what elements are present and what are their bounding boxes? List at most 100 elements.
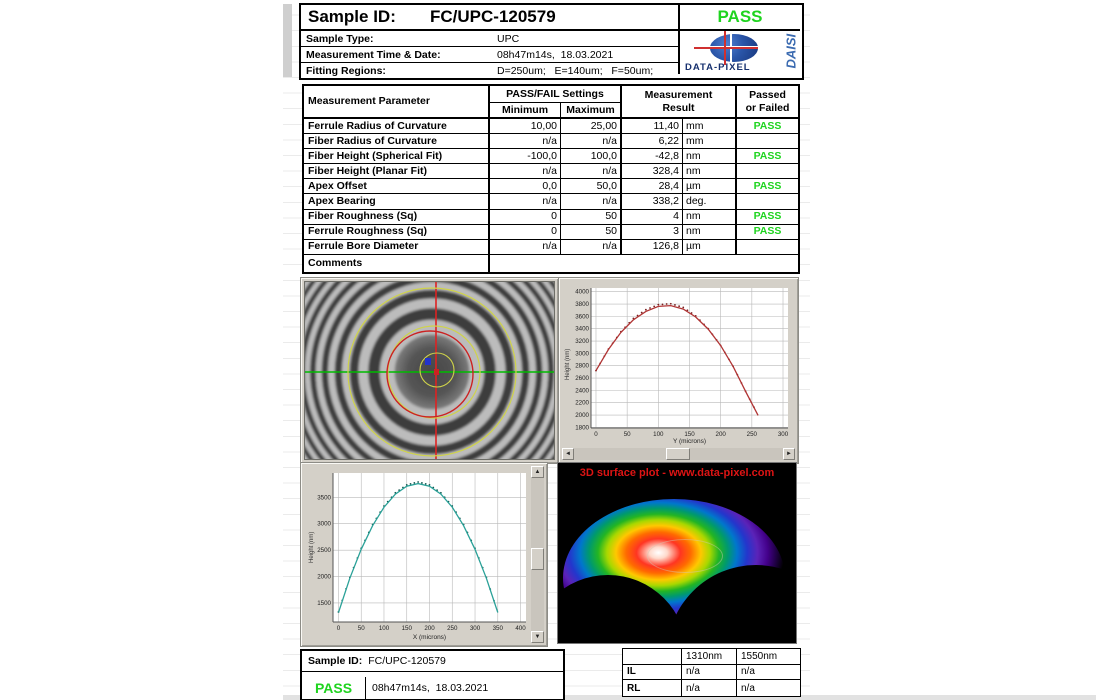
- result-value-cell: 28,4: [622, 179, 683, 195]
- logo-brand-text: DATA-PIXEL: [685, 62, 751, 73]
- scroll-up-icon: ▲: [534, 469, 541, 475]
- sample-type-value: UPC: [497, 32, 520, 45]
- footer-sample-id-value: FC/UPC-120579: [368, 655, 446, 667]
- row-status-cell: [737, 134, 798, 150]
- result-value-cell: 328,4: [622, 164, 683, 180]
- row-status-cell: PASS: [737, 210, 798, 225]
- row-status-cell: PASS: [737, 119, 798, 135]
- loss-header-blank: [623, 649, 682, 665]
- sample-id-value: FC/UPC-120579: [430, 7, 556, 26]
- result-value-cell: 338,2: [622, 194, 683, 210]
- footer-summary-box: Sample ID: FC/UPC-120579 PASS 08h47m14s,…: [300, 649, 565, 700]
- result-value-cell: 3: [622, 224, 683, 240]
- scroll-down-icon: ▼: [534, 634, 541, 640]
- col-header-parameter: Measurement Parameter: [304, 86, 490, 119]
- comments-value: [490, 255, 798, 272]
- y-profile-chart-panel: Height (nm) 0 50 100 150 200 250 300 1800 2000 22…: [558, 277, 799, 464]
- fitting-regions-row: Fitting Regions: D=250um; E=140um; F=50u…: [301, 63, 678, 78]
- interferogram-panel: [300, 277, 559, 464]
- scroll-down-button[interactable]: ▼: [531, 631, 544, 643]
- svg-text:150: 150: [402, 625, 413, 632]
- svg-text:2500: 2500: [317, 547, 331, 554]
- footer-status-badge: PASS: [302, 677, 366, 699]
- svg-text:50: 50: [358, 625, 365, 632]
- param-cell: Ferrule Radius of Curvature: [304, 119, 490, 135]
- col-header-settings-group: PASS/FAIL Settings: [490, 86, 622, 103]
- svg-text:3000: 3000: [575, 350, 589, 357]
- measurement-time-value: 08h47m14s, 18.03.2021: [497, 48, 614, 61]
- scrollbar-thumb[interactable]: [665, 448, 690, 460]
- svg-text:2800: 2800: [575, 363, 589, 370]
- result-unit-cell: nm: [683, 164, 737, 180]
- svg-text:100: 100: [379, 625, 390, 632]
- svg-text:3400: 3400: [575, 326, 589, 333]
- result-unit-cell: µm: [683, 179, 737, 195]
- comments-label: Comments: [304, 254, 490, 272]
- scroll-up-button[interactable]: ▲: [531, 466, 544, 478]
- x-profile-chart-panel: Height (nm) 0 50 100 150 200 250 300 350 400 1500…: [300, 462, 548, 647]
- result-value-cell: 126,8: [622, 239, 683, 255]
- measurement-time-label: Measurement Time & Date:: [306, 48, 441, 61]
- surface-3d-panel: 3D surface plot - www.data-pixel.com: [557, 462, 797, 644]
- max-cell: n/a: [561, 239, 622, 255]
- min-cell: n/a: [490, 194, 561, 210]
- svg-text:3200: 3200: [575, 338, 589, 345]
- row-status-cell: [737, 194, 798, 210]
- result-unit-cell: deg.: [683, 194, 737, 210]
- svg-text:50: 50: [624, 431, 631, 438]
- svg-text:3600: 3600: [575, 313, 589, 320]
- horizontal-scrollbar[interactable]: ◄ ►: [562, 448, 795, 460]
- surface-3d-plot: [563, 493, 789, 641]
- min-cell: 10,00: [490, 119, 561, 135]
- scroll-left-button[interactable]: ◄: [562, 448, 574, 460]
- sample-id-label: Sample ID:: [308, 7, 396, 26]
- sample-type-row: Sample Type: UPC: [301, 31, 678, 47]
- param-cell: Fiber Height (Spherical Fit): [304, 149, 490, 165]
- svg-text:350: 350: [493, 625, 504, 632]
- logo-product-text: DAISI: [783, 33, 799, 69]
- svg-text:0: 0: [594, 431, 598, 438]
- footer-status-row: PASS 08h47m14s, 18.03.2021: [302, 677, 563, 699]
- scrollbar-track[interactable]: [531, 478, 544, 631]
- max-cell: n/a: [561, 134, 622, 150]
- row-status-cell: [737, 164, 798, 180]
- svg-text:2400: 2400: [575, 387, 589, 394]
- logo-crosshair-icon: [724, 31, 726, 65]
- min-cell: n/a: [490, 134, 561, 150]
- interferogram-image: [304, 281, 555, 460]
- footer-sample-id-row: Sample ID: FC/UPC-120579: [302, 651, 563, 672]
- min-cell: 0: [490, 224, 561, 240]
- svg-text:300: 300: [778, 431, 789, 438]
- col-header-result: Measurement Result: [622, 86, 737, 119]
- sample-type-label: Sample Type:: [306, 32, 374, 45]
- svg-text:X (microns): X (microns): [413, 634, 446, 641]
- rl-row-label: RL: [623, 680, 682, 696]
- il-1310-value: n/a: [682, 664, 737, 680]
- col-header-maximum: Maximum: [561, 103, 622, 119]
- min-cell: -100,0: [490, 149, 561, 165]
- il-row-label: IL: [623, 664, 682, 680]
- svg-text:3000: 3000: [317, 521, 331, 528]
- svg-text:250: 250: [447, 625, 458, 632]
- logo-crosshair-icon: [694, 47, 758, 49]
- scroll-right-button[interactable]: ►: [783, 448, 795, 460]
- min-cell: 0: [490, 209, 561, 225]
- result-unit-cell: nm: [683, 209, 737, 225]
- overall-status-badge: PASS: [678, 5, 800, 31]
- param-cell: Fiber Roughness (Sq): [304, 209, 490, 225]
- result-unit-cell: nm: [683, 149, 737, 165]
- scrollbar-thumb[interactable]: [531, 548, 544, 571]
- measurement-table: Measurement Parameter PASS/FAIL Settings…: [302, 84, 800, 274]
- y-profile-chart: 0 50 100 150 200 250 300 1800 2000 2200 2400 2600 28…: [575, 288, 789, 445]
- max-cell: 100,0: [561, 149, 622, 165]
- vertical-scrollbar[interactable]: ▲ ▼: [531, 466, 544, 643]
- loss-header-1550: 1550nm: [737, 649, 800, 665]
- param-cell: Fiber Height (Planar Fit): [304, 164, 490, 180]
- scrollbar-track[interactable]: [574, 448, 783, 460]
- svg-text:200: 200: [424, 625, 435, 632]
- svg-text:250: 250: [747, 431, 758, 438]
- svg-text:200: 200: [716, 431, 727, 438]
- param-cell: Fiber Radius of Curvature: [304, 134, 490, 150]
- svg-text:300: 300: [470, 625, 481, 632]
